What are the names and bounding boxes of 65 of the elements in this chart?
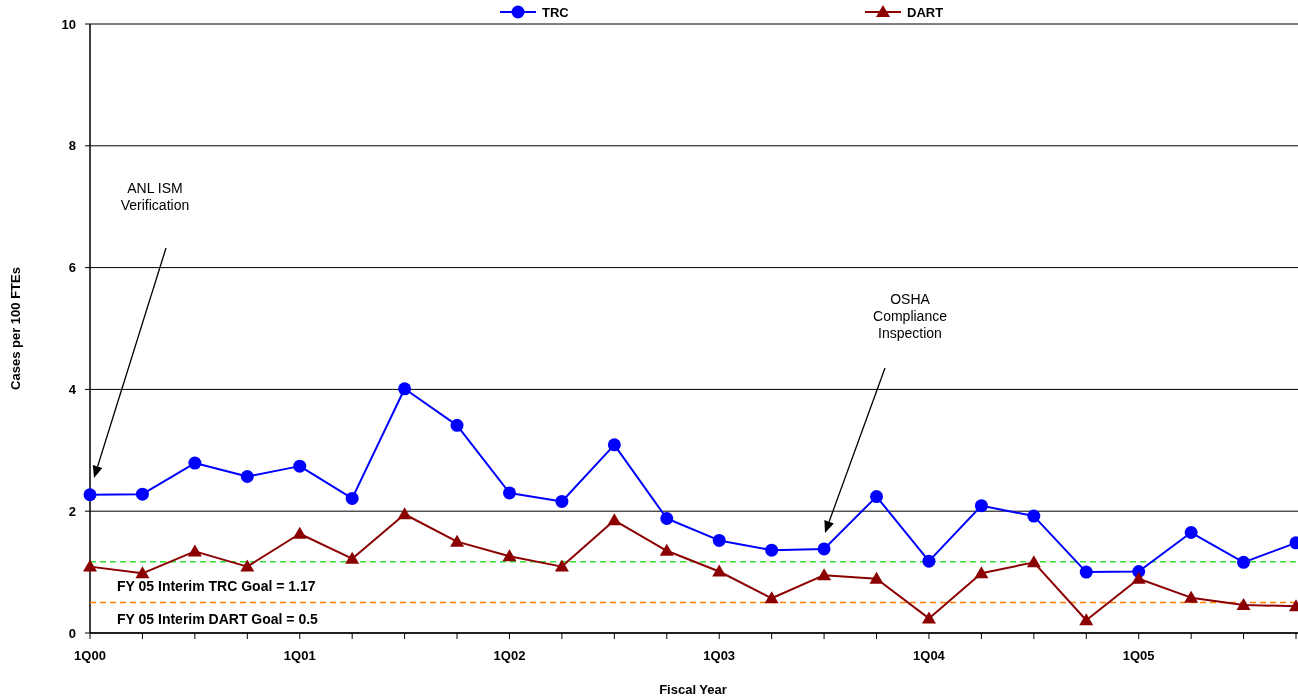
point [345,491,359,505]
point [398,382,412,396]
point [1236,597,1251,610]
point [607,438,621,452]
x-tick-label: 1Q02 [493,648,526,663]
point [870,490,884,504]
point [712,564,727,577]
point [450,418,464,432]
point [1237,555,1251,569]
y-tick-label: 8 [68,138,76,154]
point [817,568,832,581]
point [240,559,255,572]
x-axis-title: Fiscal Year [659,682,727,697]
point [1131,571,1146,584]
legend-label: DART [907,4,944,20]
y-tick-label: 6 [68,260,76,276]
point [83,488,97,502]
point [554,559,569,572]
point [921,611,936,624]
y-tick-label: 10 [61,16,76,32]
annotation: OSHA Compliance Inspection [873,291,948,341]
y-tick-label: 2 [68,503,76,519]
point [607,513,622,526]
point [1027,509,1041,523]
point [240,469,254,483]
ref-line-label: FY 05 Interim DART Goal = 0.5 [117,610,319,627]
x-tick-label: 1Q05 [1122,648,1155,663]
point [502,549,517,562]
point [187,544,202,557]
point [135,566,150,579]
point [974,499,988,513]
x-tick-label: 1Q01 [283,648,316,663]
x-tick-label: 1Q03 [703,648,736,663]
point [188,456,202,470]
point [659,543,674,556]
point [869,571,884,584]
annotation: ANL ISM Verification [120,180,190,213]
point [397,507,412,520]
point [555,494,569,508]
point [292,526,307,539]
ref-line-label: FY 05 Interim TRC Goal = 1.17 [117,577,316,594]
x-tick-label: 1Q04 [913,648,946,663]
point [1026,555,1041,568]
point [974,566,989,579]
point [1079,613,1094,626]
point [817,542,831,556]
x-tick-label: 1Q00 [74,648,106,663]
point [764,591,779,604]
point [450,534,465,547]
point [1184,590,1199,603]
legend-label: TRC [542,4,570,20]
point [1184,526,1198,540]
point [765,543,779,557]
point [502,486,516,500]
y-tick-label: 4 [68,381,77,397]
y-axis-title: Cases per 100 FTEs [8,267,23,390]
point [345,551,360,564]
point [1079,565,1093,579]
point [660,512,674,526]
point [922,554,936,568]
point [712,533,726,547]
point [293,459,307,473]
point [135,487,149,501]
point [83,559,97,572]
y-tick-label: 0 [68,625,76,641]
